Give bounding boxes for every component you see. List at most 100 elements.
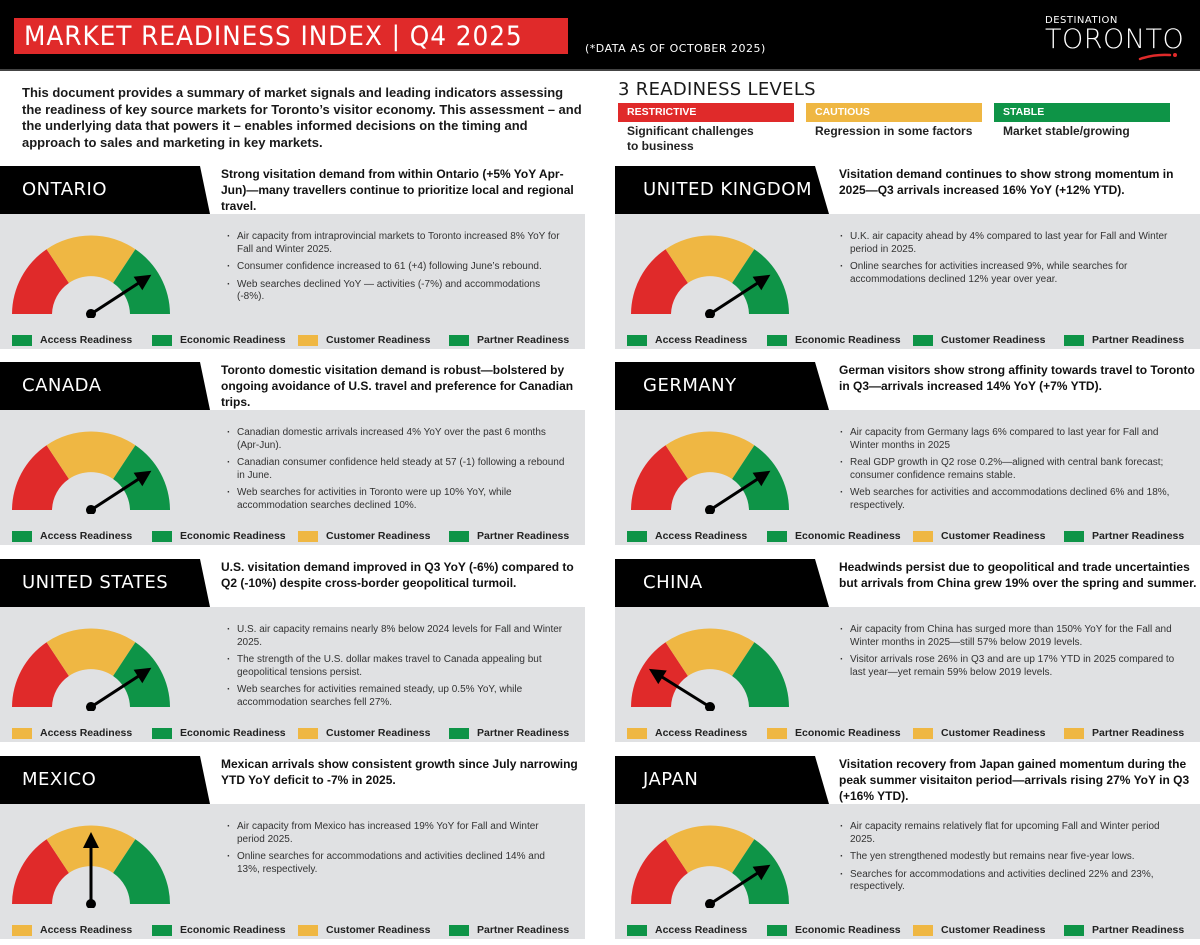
market-name-tab: CANADA bbox=[0, 362, 210, 410]
legend-item-customer-readiness: Customer Readiness bbox=[298, 530, 449, 542]
gauge-needle-icon bbox=[86, 470, 152, 514]
market-headline: German visitors show strong affinity tow… bbox=[839, 363, 1195, 393]
market-name-tab: UNITED KINGDOM bbox=[615, 166, 829, 214]
legend-item-access-readiness: Access Readiness bbox=[12, 530, 152, 542]
market-headline: Mexican arrivals show consistent growth … bbox=[221, 757, 578, 787]
bullet-item: Air capacity remains relatively flat for… bbox=[839, 821, 1179, 846]
bullet-item: Canadian domestic arrivals increased 4% … bbox=[226, 427, 566, 452]
readiness-legend: Access Readiness Economic Readiness Custom… bbox=[12, 924, 582, 936]
legend-item-partner-readiness: Partner Readiness bbox=[449, 334, 569, 346]
market-panel: Air capacity from China has surged more … bbox=[615, 607, 1200, 742]
market-panel: Air capacity from Mexico has increased 1… bbox=[0, 804, 585, 939]
gauge-green-segment bbox=[732, 642, 789, 707]
bullet-item: U.S. air capacity remains nearly 8% belo… bbox=[226, 624, 566, 649]
market-bullets: U.K. air capacity ahead by 4% compared t… bbox=[839, 231, 1179, 291]
gauge-needle-icon bbox=[705, 470, 771, 514]
legend-swatch-cautious bbox=[627, 727, 647, 739]
legend-item-customer-readiness: Customer Readiness bbox=[298, 924, 449, 936]
legend-label: Access Readiness bbox=[655, 334, 748, 346]
gauge-red-segment bbox=[12, 445, 69, 510]
readiness-gauge bbox=[12, 825, 170, 908]
legend-swatch-cautious bbox=[767, 727, 787, 739]
legend-swatch-stable bbox=[913, 334, 933, 346]
gauge-needle-icon bbox=[83, 832, 99, 908]
market-bullets: U.S. air capacity remains nearly 8% belo… bbox=[226, 624, 566, 714]
legend-swatch-stable bbox=[767, 530, 787, 542]
legend-label: Economic Readiness bbox=[180, 727, 286, 739]
destination-toronto-logo: DESTINATION TORONTO bbox=[1045, 15, 1185, 63]
legend-label: Partner Readiness bbox=[1092, 334, 1185, 346]
legend-item-partner-readiness: Partner Readiness bbox=[1064, 727, 1184, 739]
market-name: JAPAN bbox=[643, 769, 699, 790]
legend-swatch-stable bbox=[152, 530, 172, 542]
bullet-item: Real GDP growth in Q2 rose 0.2%—aligned … bbox=[839, 457, 1179, 482]
legend-label: Access Readiness bbox=[655, 924, 748, 936]
gauge-yellow-segment bbox=[665, 235, 755, 283]
legend-swatch-cautious bbox=[298, 727, 318, 739]
legend-item-economic-readiness: Economic Readiness bbox=[767, 530, 913, 542]
legend-item-economic-readiness: Economic Readiness bbox=[152, 334, 298, 346]
gauge-needle-icon bbox=[648, 668, 715, 711]
legend-label: Partner Readiness bbox=[477, 924, 570, 936]
legend-item-access-readiness: Access Readiness bbox=[12, 334, 152, 346]
market-name: UNITED STATES bbox=[22, 572, 169, 593]
bullet-item: Web searches for activities remained ste… bbox=[226, 684, 566, 709]
legend-item-economic-readiness: Economic Readiness bbox=[152, 530, 298, 542]
gauge-yellow-segment bbox=[46, 431, 136, 479]
gauge-red-segment bbox=[631, 839, 688, 904]
report-title: MARKET READINESS INDEX | Q4 2025 bbox=[24, 20, 523, 52]
bullet-item: Searches for accommodations and activiti… bbox=[839, 869, 1179, 894]
market-name-tab: ONTARIO bbox=[0, 166, 210, 214]
gauge-red-segment bbox=[12, 249, 69, 314]
legend-item-partner-readiness: Partner Readiness bbox=[1064, 334, 1184, 346]
bullet-item: Web searches declined YoY — activities (… bbox=[226, 279, 566, 304]
readiness-gauge bbox=[12, 431, 170, 514]
legend-label: Economic Readiness bbox=[180, 334, 286, 346]
bullet-item: The yen strengthened modestly but remain… bbox=[839, 851, 1179, 864]
legend-label: Access Readiness bbox=[40, 530, 133, 542]
market-panel: U.S. air capacity remains nearly 8% belo… bbox=[0, 607, 585, 742]
legend-item-economic-readiness: Economic Readiness bbox=[767, 334, 913, 346]
legend-label: Partner Readiness bbox=[1092, 530, 1185, 542]
legend-label: Economic Readiness bbox=[180, 924, 286, 936]
market-headline: Visitation demand continues to show stro… bbox=[839, 167, 1174, 197]
readiness-gauge bbox=[12, 235, 170, 318]
legend-swatch-cautious bbox=[12, 924, 32, 936]
market-section-germany: GERMANY German visitors show strong affi… bbox=[615, 356, 1200, 545]
bullet-item: Online searches for activities increased… bbox=[839, 261, 1179, 286]
market-panel: Air capacity remains relatively flat for… bbox=[615, 804, 1200, 939]
legend-item-access-readiness: Access Readiness bbox=[12, 924, 152, 936]
legend-swatch-stable bbox=[627, 334, 647, 346]
legend-label: Customer Readiness bbox=[941, 924, 1046, 936]
report-title-box: MARKET READINESS INDEX | Q4 2025 bbox=[14, 18, 568, 54]
bullet-item: Web searches for activities and accommod… bbox=[839, 487, 1179, 512]
gauge-red-segment bbox=[12, 839, 69, 904]
legend-item-access-readiness: Access Readiness bbox=[627, 334, 767, 346]
gauge-needle-icon bbox=[705, 864, 771, 908]
legend-label: Partner Readiness bbox=[477, 727, 570, 739]
readiness-legend: Access Readiness Economic Readiness Custom… bbox=[12, 727, 582, 739]
legend-item-partner-readiness: Partner Readiness bbox=[449, 727, 569, 739]
legend-label: Economic Readiness bbox=[795, 924, 901, 936]
level-chip: RESTRICTIVE bbox=[618, 103, 794, 122]
legend-swatch-cautious bbox=[1064, 727, 1084, 739]
market-name: CANADA bbox=[22, 375, 102, 396]
legend-swatch-stable bbox=[152, 727, 172, 739]
readiness-levels-title: 3 READINESS LEVELS bbox=[618, 79, 816, 100]
market-panel: Canadian domestic arrivals increased 4% … bbox=[0, 410, 585, 545]
market-bullets: Air capacity from Germany lags 6% compar… bbox=[839, 427, 1179, 517]
legend-label: Access Readiness bbox=[655, 727, 748, 739]
market-panel: U.K. air capacity ahead by 4% compared t… bbox=[615, 214, 1200, 349]
readiness-legend: Access Readiness Economic Readiness Custom… bbox=[627, 924, 1197, 936]
legend-label: Access Readiness bbox=[40, 727, 133, 739]
legend-swatch-stable bbox=[1064, 530, 1084, 542]
legend-label: Access Readiness bbox=[655, 530, 748, 542]
intro-paragraph: This document provides a summary of mark… bbox=[22, 85, 582, 150]
data-as-of-note: (*DATA AS OF OCTOBER 2025) bbox=[585, 42, 766, 55]
legend-item-customer-readiness: Customer Readiness bbox=[298, 334, 449, 346]
legend-label: Economic Readiness bbox=[795, 530, 901, 542]
legend-swatch-cautious bbox=[913, 924, 933, 936]
legend-label: Economic Readiness bbox=[795, 727, 901, 739]
market-name: CHINA bbox=[643, 572, 703, 593]
market-name-tab: GERMANY bbox=[615, 362, 829, 410]
